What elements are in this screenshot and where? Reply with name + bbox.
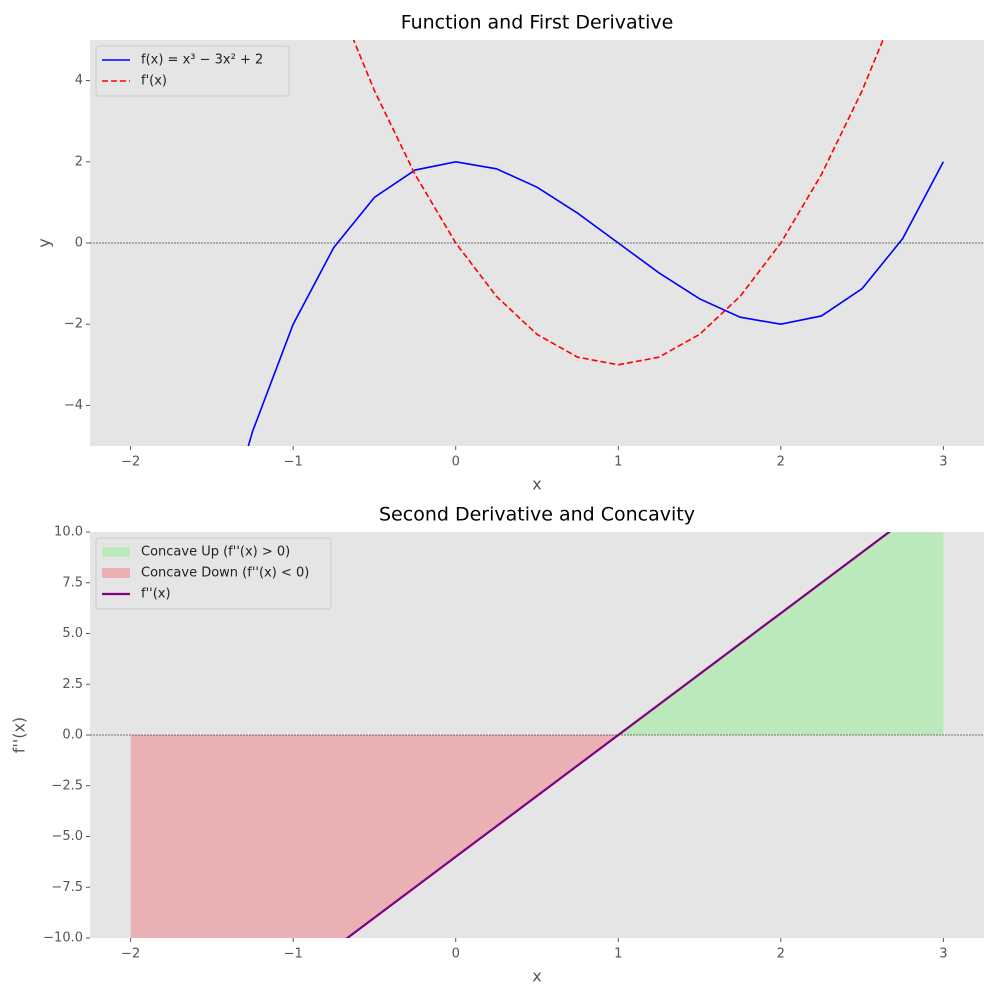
x-axis-label: x <box>532 475 541 494</box>
line <box>345 532 892 938</box>
x-tick-label: 1 <box>614 947 622 962</box>
y-tick-label: −2 <box>64 317 83 332</box>
x-tick-label: −1 <box>284 947 303 962</box>
chart: Function and First Derivative x y −2 −1 0 1 2 3 −… <box>35 12 984 494</box>
legend-label: Concave Up (f''(x) > 0) <box>141 545 290 560</box>
chart-title: Function and First Derivative <box>401 12 674 34</box>
x-tick-label: 0 <box>452 455 460 470</box>
y-tick-label: 7.5 <box>62 575 83 590</box>
y-tick-label: −10.0 <box>43 931 83 946</box>
y-tick-label: 5.0 <box>62 626 83 641</box>
x-tick-label: 2 <box>777 947 785 962</box>
y-tick-label: 2 <box>75 154 83 169</box>
y-tick-label: −7.5 <box>51 880 83 895</box>
y-tick-label: −5.0 <box>51 829 83 844</box>
x-tick-label: 0 <box>452 947 460 962</box>
line <box>352 40 884 366</box>
y-tick-label: 0.0 <box>62 728 83 743</box>
line <box>247 160 945 446</box>
y-axis-label: f''(x) <box>10 717 29 753</box>
legend: Concave Up (f''(x) > 0) Concave Down (f''… <box>95 537 332 610</box>
y-tick-label: −4 <box>64 398 83 413</box>
x-tick-label: −2 <box>121 455 140 470</box>
x-tick-label: 2 <box>777 455 785 470</box>
legend-box <box>95 45 290 97</box>
x-tick-label: 1 <box>614 455 622 470</box>
x-tick-label: −1 <box>284 455 303 470</box>
area <box>618 532 944 735</box>
x-tick-label: 3 <box>939 947 947 962</box>
x-tick-label: −2 <box>121 947 140 962</box>
x-axis-label: x <box>532 967 541 986</box>
legend-swatch <box>102 568 130 578</box>
y-tick-label: 2.5 <box>62 677 83 692</box>
y-axis-label: y <box>35 238 54 247</box>
legend-box <box>95 537 332 610</box>
legend: f(x) = x³ − 3x² + 2 f'(x) <box>95 45 290 97</box>
legend-label: Concave Down (f''(x) < 0) <box>141 566 309 581</box>
y-tick-label: 0 <box>75 236 83 251</box>
chart: Second Derivative and Concavity x f''(x) −2… <box>10 504 984 986</box>
chart-title: Second Derivative and Concavity <box>379 504 695 526</box>
plot-content <box>90 532 984 938</box>
y-tick-label: 4 <box>75 73 83 88</box>
plot-content <box>90 40 984 446</box>
legend-label: f''(x) <box>141 587 171 602</box>
legend-label: f'(x) <box>141 74 167 89</box>
legend-swatch <box>102 547 130 557</box>
y-tick-label: 10.0 <box>54 525 83 540</box>
area <box>130 735 619 938</box>
y-tick-label: −2.5 <box>51 778 83 793</box>
legend-label: f(x) = x³ − 3x² + 2 <box>141 53 263 68</box>
x-tick-label: 3 <box>939 455 947 470</box>
